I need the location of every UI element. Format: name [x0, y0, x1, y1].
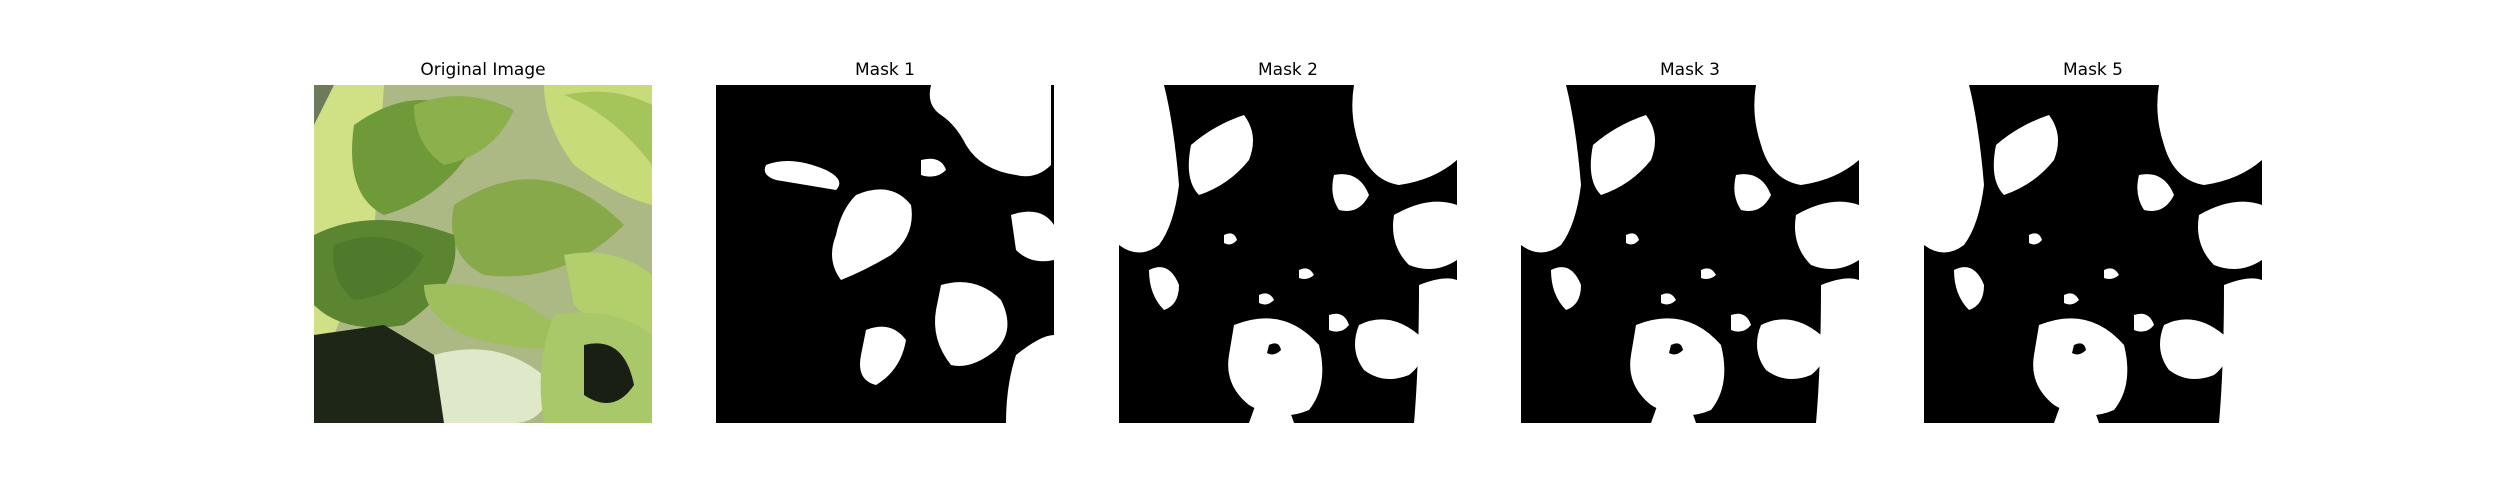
panel-title: Mask 3: [1659, 60, 1720, 80]
mask-image: [716, 85, 1054, 423]
panel-title: Mask 2: [1257, 60, 1318, 80]
panel-title: Mask 1: [854, 60, 915, 80]
panel-title: Original Image: [420, 60, 546, 80]
mask-image: [1119, 85, 1457, 423]
original-photo: [314, 85, 652, 423]
mask-image: [1521, 85, 1859, 423]
panel-title: Mask 5: [2062, 60, 2123, 80]
mask-image: [1924, 85, 2262, 423]
